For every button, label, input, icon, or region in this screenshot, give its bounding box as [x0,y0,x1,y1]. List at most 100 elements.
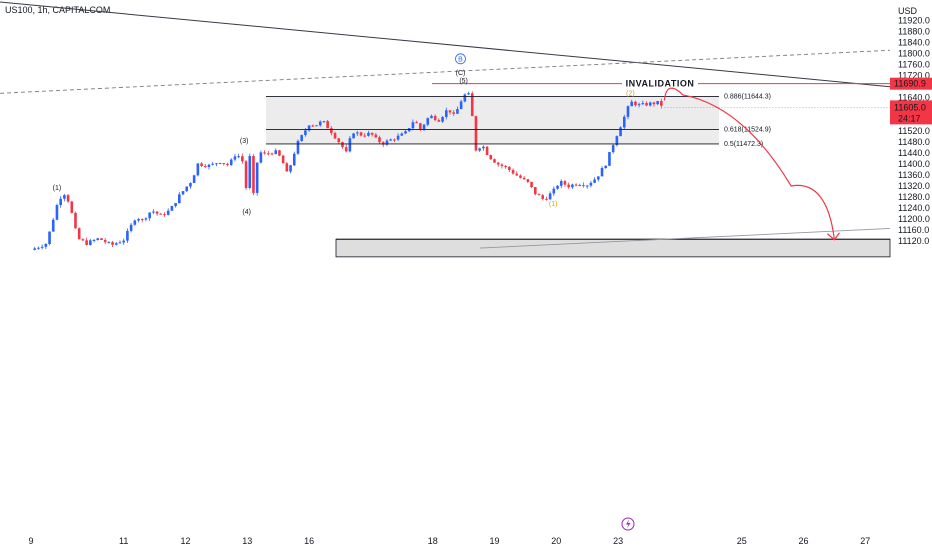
candle-body [504,166,507,168]
fib-level-label: 0.5(11472.3) [724,141,763,148]
price-tick-label: 11400.0 [898,159,930,169]
candle-body [459,101,463,110]
candle-body [648,102,652,106]
price-tick-label: 11920.0 [898,16,930,26]
price-tick-label: 11120.0 [898,236,929,246]
candle-body [585,185,589,187]
candle-body [289,165,292,172]
candle-body [181,191,185,195]
candle-body [419,123,422,130]
time-tick-label: 16 [304,536,314,546]
candle-body [70,201,74,213]
candle-body [285,163,289,172]
candle-body [92,239,96,241]
wave-label: B [458,56,463,63]
candle-body [571,184,574,188]
candle-body [493,159,496,163]
candle-body [393,139,396,141]
time-axis[interactable]: 9 11 12 13 16 18 19 20 23 25 26 27 [28,536,870,546]
candle-body [244,161,248,188]
wave-label: (C) [456,70,466,77]
candle-body [552,188,556,194]
candle-body [341,142,344,148]
currency-label: USD [898,6,918,16]
candle-body [170,206,174,211]
candle-body [292,153,296,166]
candle-body [96,238,100,240]
candle-body [645,103,648,106]
candle-body [437,120,441,122]
candle-body [133,220,137,225]
candle-body [315,125,318,127]
candle-body [155,211,159,214]
candle-body [508,166,511,171]
price-tick-label: 11160.0 [898,225,929,235]
candle-body [304,130,307,136]
candle-body [267,153,270,155]
candle-body [630,101,633,107]
candle-body [40,246,44,248]
time-tick-label: 20 [551,536,561,546]
candle-body [641,103,645,105]
price-axis[interactable]: 11920.011880.011840.011800.011760.011720… [898,16,930,247]
candle-body [166,210,170,215]
candle-body [263,152,266,154]
candle-body [81,239,85,241]
price-tick-label: 11240.0 [898,203,930,213]
trend-lines [0,1,891,249]
candle-body [233,156,237,160]
candle-body [559,181,563,186]
invalidation-price-label: 11690.9 [894,79,926,89]
current-price-tag [890,100,932,125]
countdown-timer: 24:17 [898,113,921,123]
candle-body [229,159,233,165]
candle-body [352,133,355,139]
candle-body [226,163,229,165]
candle-body [426,118,430,125]
candle-body [300,135,303,141]
candle-body [330,128,333,134]
candle-body [567,184,570,188]
candle-body [163,214,166,216]
candle-body [660,101,663,106]
candle-body [129,224,133,231]
candle-body [374,134,378,138]
invalidation-price-tag [890,77,932,90]
candle-body [496,162,500,165]
fib-level-label: 0.886(11644.3) [724,94,771,101]
dashed-trendline [0,49,891,94]
price-tick-label: 11360.0 [898,170,930,180]
candle-body [433,115,437,121]
candle-body [634,101,637,106]
candle-body [363,135,367,137]
candle-body [100,238,103,240]
candle-body [448,110,452,113]
time-tick-label: 11 [119,536,128,546]
candle-body [482,146,485,149]
candle-body [522,177,526,180]
candle-body [192,175,196,184]
price-tick-label: 11280.0 [898,192,930,202]
time-tick-label: 12 [180,536,190,546]
candle-body [152,211,155,213]
candle-body [148,212,151,219]
candle-body [185,186,189,192]
projection-path [663,87,840,241]
candle-body [348,138,352,152]
candle-body [322,121,326,123]
candle-body [126,230,129,241]
candle-body [159,213,163,215]
candle-body [556,185,559,189]
candle-body [140,219,144,221]
candle-body [441,116,444,122]
candle-body [196,163,200,176]
price-tick-label: 11640.0 [898,93,930,103]
candle-body [367,132,370,136]
time-tick-label: 26 [798,536,808,546]
candle-body [597,176,600,180]
candle-body [574,184,578,186]
candle-body [44,243,48,247]
candle-body [333,133,337,139]
candle-body [103,239,107,243]
